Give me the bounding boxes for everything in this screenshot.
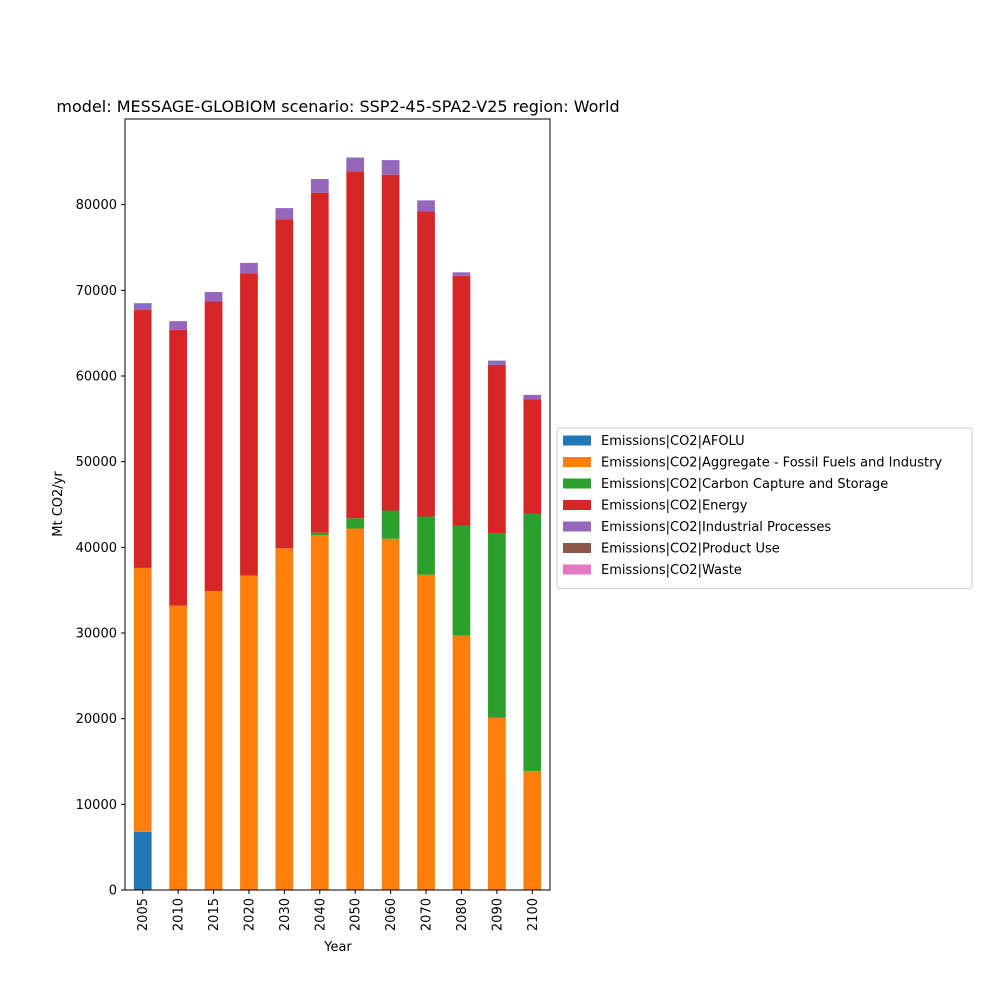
bar-segment-2060-series-4: [381, 160, 400, 175]
bar-segment-2050-series-4: [346, 157, 365, 172]
bar-segment-2020-series-3: [240, 273, 258, 576]
legend-swatch: [563, 564, 591, 575]
x-tick-label: 2080: [455, 898, 470, 931]
x-tick-label: 2070: [420, 898, 435, 931]
legend-swatch: [563, 543, 591, 553]
bar-segment-2090-series-4: [488, 360, 506, 365]
legend-swatch: [563, 435, 591, 446]
x-tick-label: 2100: [526, 898, 541, 931]
y-tick-label: 70000: [76, 284, 117, 299]
bar-segment-2060-series-3: [381, 174, 400, 511]
bar-segment-2060-series-2: [381, 510, 400, 539]
legend-entry-label: Emissions|CO2|Industrial Processes: [601, 520, 831, 535]
y-axis-label: Mt CO2/yr: [51, 471, 66, 537]
bar-segment-2005-series-0: [133, 831, 152, 890]
bar-segment-2100-series-3: [523, 399, 542, 514]
x-tick-label: 2060: [384, 898, 399, 931]
bar-segment-2005-series-1: [133, 567, 152, 832]
bar-segment-2005-series-4: [133, 303, 152, 311]
bar-segment-2070-series-2: [417, 516, 435, 575]
y-tick-label: 60000: [76, 370, 117, 385]
y-tick-label: 20000: [76, 712, 117, 727]
legend-entry-label: Emissions|CO2|Product Use: [601, 542, 780, 557]
legend-entry-label: Emissions|CO2|Energy: [601, 499, 748, 514]
bar-segment-2070-series-3: [417, 211, 435, 517]
y-tick-label: 0: [109, 884, 117, 899]
bar-segment-2100-series-4: [523, 394, 542, 400]
y-tick-label: 40000: [76, 541, 117, 556]
bar-segment-2030-series-1: [275, 548, 294, 890]
bar-segment-2020-series-4: [240, 262, 258, 274]
bar-segment-2050-series-1: [346, 528, 365, 890]
legend-box: [556, 427, 973, 589]
plot-area-frame: [124, 118, 551, 891]
bar-segment-2060-series-1: [381, 538, 400, 890]
legend-swatch: [563, 500, 591, 510]
x-tick-label: 2010: [172, 898, 187, 931]
legend: Emissions|CO2|AFOLU Emissions|CO2|Aggrega…: [556, 427, 973, 589]
legend-entry-label: Emissions|CO2|Aggregate - Fossil Fuels a…: [601, 456, 942, 471]
legend-entry-label: Emissions|CO2|AFOLU: [601, 434, 745, 449]
bar-segment-2015-series-4: [204, 292, 223, 302]
legend-entry-label: Emissions|CO2|Waste: [601, 563, 742, 578]
x-tick-label: 2005: [136, 898, 151, 931]
bar-segment-2090-series-3: [488, 364, 506, 534]
x-tick-label: 2015: [207, 898, 222, 931]
bar-segment-2015-series-3: [204, 301, 223, 592]
x-tick-label: 2090: [490, 898, 505, 931]
bar-segment-2070-series-1: [417, 574, 435, 890]
legend-swatch: [563, 521, 591, 532]
bar-segment-2015-series-1: [204, 591, 223, 890]
x-tick-label: 2030: [278, 898, 293, 931]
x-axis: 2005 2010 2015 2020 2030 2040 2050 2060 2070 2080…: [136, 890, 541, 931]
bar-segment-2090-series-2: [488, 533, 506, 718]
bar-segment-2010-series-1: [169, 605, 187, 890]
bar-segment-2080-series-3: [452, 275, 471, 526]
bar-segment-2090-series-1: [488, 717, 506, 890]
bar-segment-2030-series-4: [275, 208, 294, 220]
legend-swatch: [563, 478, 591, 489]
bar-segment-2070-series-4: [417, 200, 435, 212]
bar-segment-2040-series-4: [310, 178, 329, 193]
legend-entry-label: Emissions|CO2|Carbon Capture and Storage: [601, 477, 888, 492]
bar-segment-2040-series-2: [310, 532, 329, 536]
bars-group: [133, 157, 542, 890]
bar-segment-2100-series-2: [523, 513, 542, 771]
x-tick-label: 2040: [313, 898, 328, 931]
bar-segment-2040-series-1: [310, 535, 329, 890]
bar-segment-2050-series-3: [346, 171, 365, 519]
bar-segment-2020-series-1: [240, 575, 258, 890]
bar-segment-2080-series-4: [452, 272, 471, 276]
bar-segment-2080-series-1: [452, 635, 471, 890]
bar-segment-2005-series-3: [133, 310, 152, 568]
bar-segment-2080-series-2: [452, 525, 471, 636]
x-tick-label: 2050: [349, 898, 364, 931]
bar-segment-2040-series-3: [310, 192, 329, 533]
bar-segment-2100-series-1: [523, 770, 542, 890]
bar-segment-2010-series-3: [169, 329, 187, 606]
y-tick-label: 30000: [76, 627, 117, 642]
chart-title: model: MESSAGE-GLOBIOM scenario: SSP2-45…: [56, 97, 619, 116]
y-tick-label: 80000: [76, 198, 117, 213]
bar-segment-2050-series-2: [346, 518, 365, 529]
bar-segment-2010-series-4: [169, 321, 187, 330]
y-tick-label: 10000: [76, 798, 117, 813]
x-tick-label: 2020: [242, 898, 257, 931]
x-axis-label: Year: [323, 940, 352, 955]
legend-swatch: [563, 457, 591, 467]
bar-segment-2030-series-3: [275, 219, 294, 549]
y-axis: 0 10000 20000 30000 40000 50000 60000 70000 8000…: [76, 198, 125, 899]
y-tick-label: 50000: [76, 455, 117, 470]
